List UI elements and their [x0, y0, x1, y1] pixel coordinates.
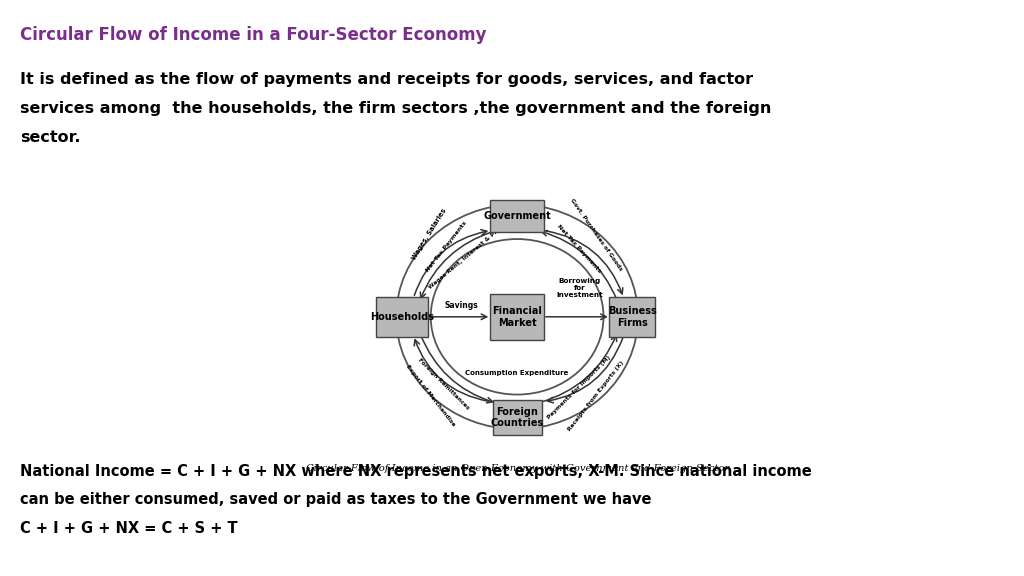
Text: Wages Rent, Interest & Profits: Wages Rent, Interest & Profits [428, 219, 511, 290]
Text: sector.: sector. [20, 130, 81, 145]
Text: It is defined as the flow of payments and receipts for goods, services, and fact: It is defined as the flow of payments an… [20, 72, 754, 87]
Text: Foreign
Countries: Foreign Countries [490, 407, 544, 429]
Text: can be either consumed, saved or paid as taxes to the Government we have: can be either consumed, saved or paid as… [20, 492, 652, 507]
FancyBboxPatch shape [489, 200, 545, 232]
Text: Govt. Purchases of Goods: Govt. Purchases of Goods [569, 198, 624, 272]
Text: Net Tax Payments: Net Tax Payments [556, 224, 602, 274]
Text: Consumption Expenditure: Consumption Expenditure [466, 370, 568, 376]
Text: Borrowing
for
Investment: Borrowing for Investment [557, 278, 603, 298]
Text: Circular Flow of Income in a Four-Sector Economy: Circular Flow of Income in a Four-Sector… [20, 26, 487, 44]
Text: Wages, Salaries: Wages, Salaries [411, 208, 447, 262]
FancyBboxPatch shape [489, 294, 545, 340]
Text: C + I + G + NX = C + S + T: C + I + G + NX = C + S + T [20, 521, 239, 536]
FancyBboxPatch shape [376, 297, 428, 337]
FancyBboxPatch shape [493, 400, 542, 435]
FancyBboxPatch shape [609, 297, 655, 337]
Text: Business
Firms: Business Firms [608, 306, 656, 328]
Text: Circular Flow of Income in an Open Economy with Government and Foreign Sector: Circular Flow of Income in an Open Econo… [305, 464, 729, 473]
Text: Export of Merchandise: Export of Merchandise [406, 365, 457, 427]
Text: services among  the households, the firm sectors ,the government and the foreign: services among the households, the firm … [20, 101, 772, 116]
Text: Savings: Savings [444, 301, 478, 310]
Text: Receipts from Exports (X): Receipts from Exports (X) [567, 360, 626, 432]
Text: Government: Government [483, 211, 551, 221]
Text: Foreign Remittances: Foreign Remittances [417, 357, 470, 410]
Text: Financial
Market: Financial Market [493, 306, 542, 328]
Text: National Income = C + I + G + NX where NX represents net exports, X-M. Since nat: National Income = C + I + G + NX where N… [20, 464, 812, 479]
Text: Payments for Imports (M): Payments for Imports (M) [547, 355, 611, 420]
Text: Households: Households [370, 312, 434, 322]
Text: Net Tax Payments: Net Tax Payments [425, 220, 468, 272]
